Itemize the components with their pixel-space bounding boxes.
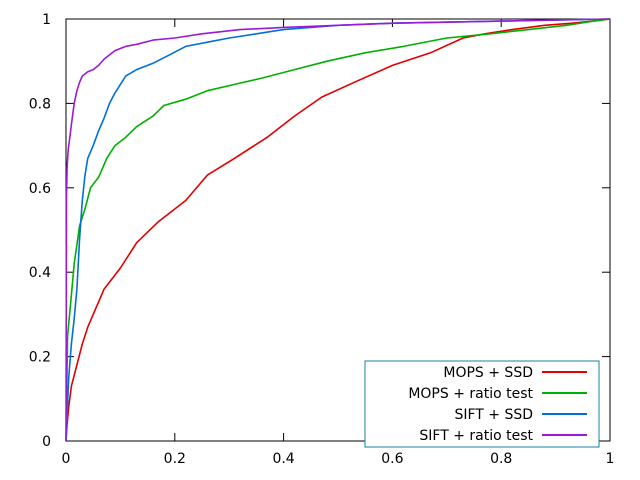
x-tick-label: 0.4 — [272, 451, 294, 467]
y-tick-label: 1 — [42, 12, 51, 28]
series-line-4 — [65, 18, 611, 442]
legend-box — [364, 360, 600, 448]
y-tick-label: 0.8 — [29, 96, 51, 112]
y-tick-label: 0.6 — [29, 181, 51, 197]
x-tick-label: 0.8 — [490, 451, 512, 467]
series-line-1 — [65, 18, 611, 442]
legend-label: MOPS + ratio test — [408, 386, 533, 402]
x-tick-label: 0 — [62, 451, 71, 467]
x-tick-label: 1 — [606, 451, 615, 467]
series-line-2 — [65, 18, 611, 442]
legend-label: SIFT + SSD — [454, 407, 533, 423]
x-tick-label: 0.6 — [381, 451, 403, 467]
y-tick-label: 0.4 — [29, 265, 51, 281]
series-group — [65, 18, 611, 442]
x-tick-label: 0.2 — [164, 451, 186, 467]
legend-label: MOPS + SSD — [443, 365, 533, 381]
y-tick-label: 0 — [42, 434, 51, 450]
legend-label: SIFT + ratio test — [419, 428, 533, 444]
y-tick-label: 0.2 — [29, 350, 51, 366]
series-line-3 — [65, 18, 611, 442]
legend: MOPS + SSD MOPS + ratio test SIFT + SSD SIF… — [364, 360, 600, 448]
